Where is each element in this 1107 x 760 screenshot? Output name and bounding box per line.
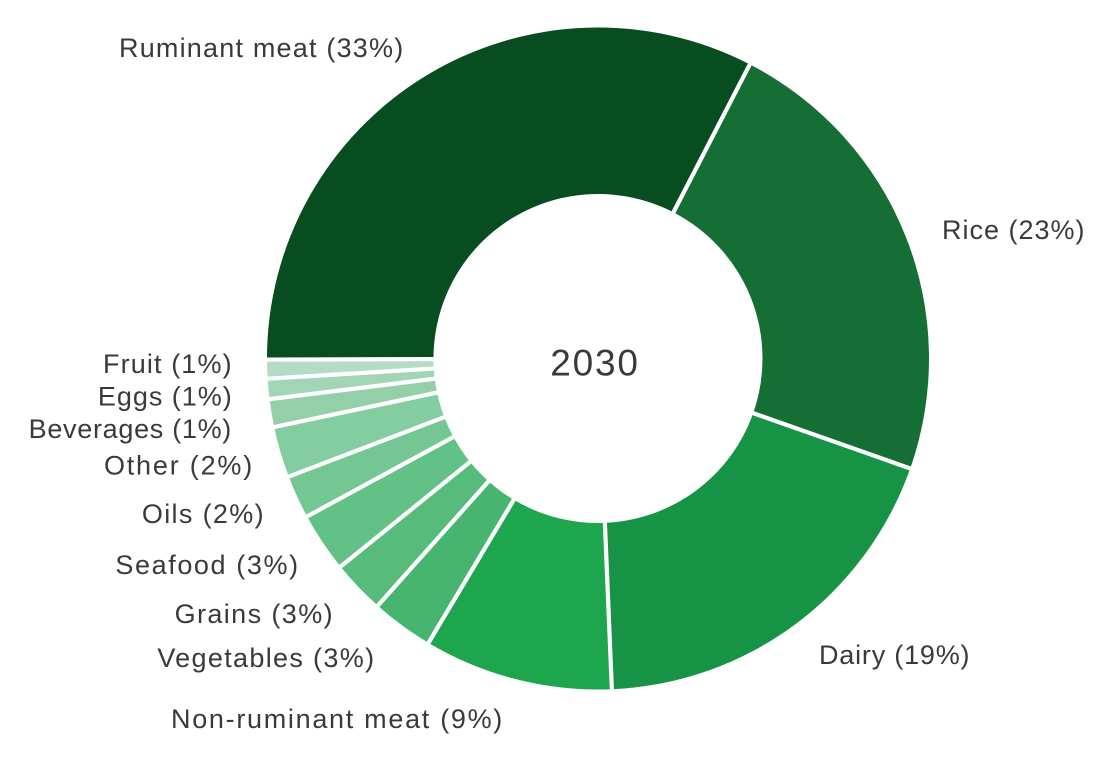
svg-text:Beverages (1%): Beverages (1%) — [29, 414, 232, 444]
svg-text:Rice (23%): Rice (23%) — [942, 215, 1086, 245]
svg-text:Fruit (1%): Fruit (1%) — [103, 349, 233, 379]
svg-text:Vegetables (3%): Vegetables (3%) — [157, 643, 375, 673]
svg-text:Oils (2%): Oils (2%) — [142, 499, 265, 529]
svg-text:Grains (3%): Grains (3%) — [175, 599, 334, 629]
svg-text:Other (2%): Other (2%) — [104, 451, 254, 481]
svg-text:Seafood (3%): Seafood (3%) — [115, 550, 299, 580]
svg-text:Non-ruminant meat (9%): Non-ruminant meat (9%) — [171, 704, 504, 734]
svg-text:Eggs (1%): Eggs (1%) — [98, 382, 233, 412]
svg-text:Ruminant meat (33%): Ruminant meat (33%) — [119, 33, 404, 63]
svg-text:2030: 2030 — [550, 343, 640, 384]
svg-text:Dairy (19%): Dairy (19%) — [819, 640, 970, 670]
